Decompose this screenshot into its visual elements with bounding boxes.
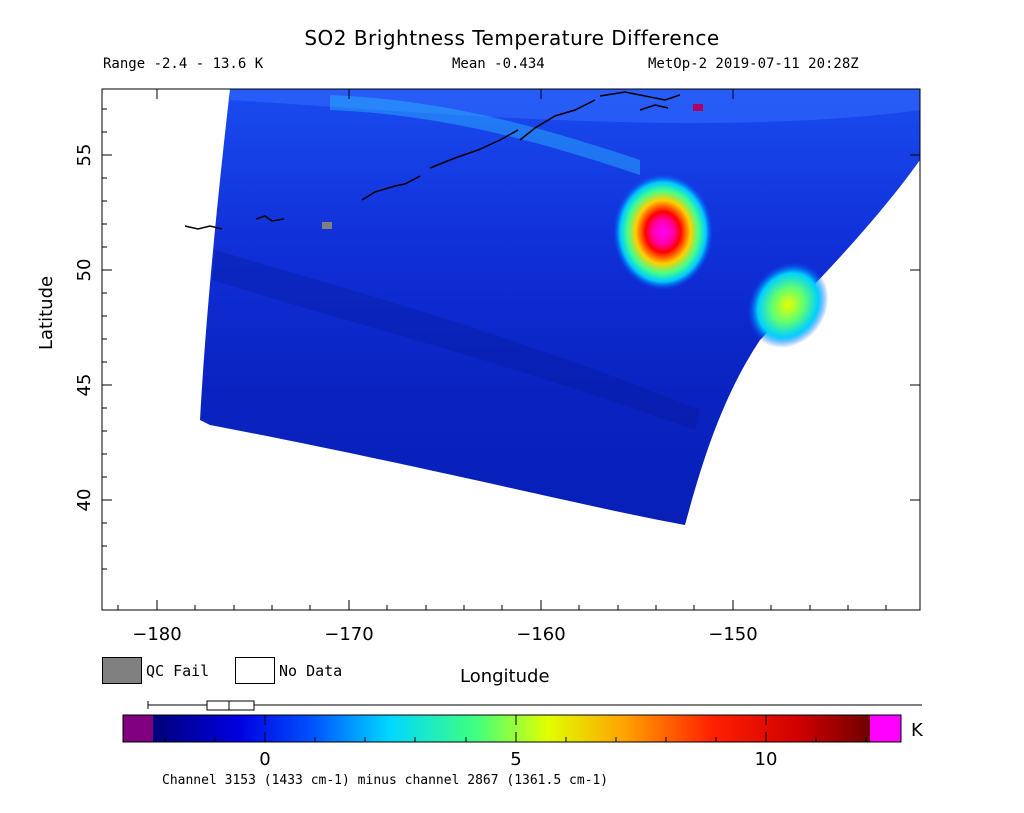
bright-pixel bbox=[693, 104, 703, 111]
swath-dark-band bbox=[212, 250, 700, 430]
colorbar-low-out bbox=[123, 715, 153, 742]
qc-fail-pixel bbox=[322, 222, 332, 229]
x-axis-ticks bbox=[117, 89, 887, 610]
qc-fail-label: QC Fail bbox=[146, 662, 210, 680]
y-axis-ticks bbox=[102, 108, 920, 570]
x-axis-label: Longitude bbox=[460, 666, 550, 687]
swath-band bbox=[230, 89, 920, 123]
x-tick-label: −160 bbox=[516, 624, 565, 645]
colorbar-tick-label: 0 bbox=[259, 749, 270, 770]
qc-fail-swatch bbox=[102, 657, 142, 684]
colorbar-tick-label: 5 bbox=[510, 749, 521, 770]
colorbar-frame bbox=[122, 714, 902, 743]
so2-hotspot-main bbox=[613, 174, 713, 290]
x-tick-label: −150 bbox=[708, 624, 757, 645]
colorbar-high-out bbox=[870, 715, 901, 742]
y-tick-label: 55 bbox=[74, 144, 95, 167]
colorbar-tick-label: 10 bbox=[755, 749, 778, 770]
colorbar-unit: K bbox=[911, 720, 923, 741]
y-tick-label: 40 bbox=[74, 489, 95, 512]
chart-title: SO2 Brightness Temperature Difference bbox=[304, 26, 720, 50]
colorbar-ticks bbox=[164, 715, 867, 742]
swath-arc-band bbox=[330, 95, 640, 175]
y-axis-label: Latitude bbox=[36, 275, 57, 350]
x-tick-label: −170 bbox=[324, 624, 373, 645]
channel-note: Channel 3153 (1433 cm-1) minus channel 2… bbox=[162, 773, 609, 788]
range-label: Range -2.4 - 13.6 K bbox=[103, 56, 264, 72]
swath bbox=[200, 89, 920, 525]
y-tick-label: 50 bbox=[74, 259, 95, 282]
boxplot bbox=[147, 700, 922, 711]
no-data-label: No Data bbox=[279, 662, 343, 680]
no-data-swatch bbox=[235, 657, 275, 684]
so2-hotspot-secondary bbox=[747, 262, 829, 348]
y-tick-label: 45 bbox=[74, 374, 95, 397]
plot-frame bbox=[101, 88, 921, 611]
x-tick-label: −180 bbox=[132, 624, 181, 645]
coastline bbox=[184, 91, 681, 230]
mean-label: Mean -0.434 bbox=[452, 56, 545, 72]
colorbar bbox=[153, 715, 870, 742]
satellite-time-label: MetOp-2 2019-07-11 20:28Z bbox=[648, 56, 859, 72]
